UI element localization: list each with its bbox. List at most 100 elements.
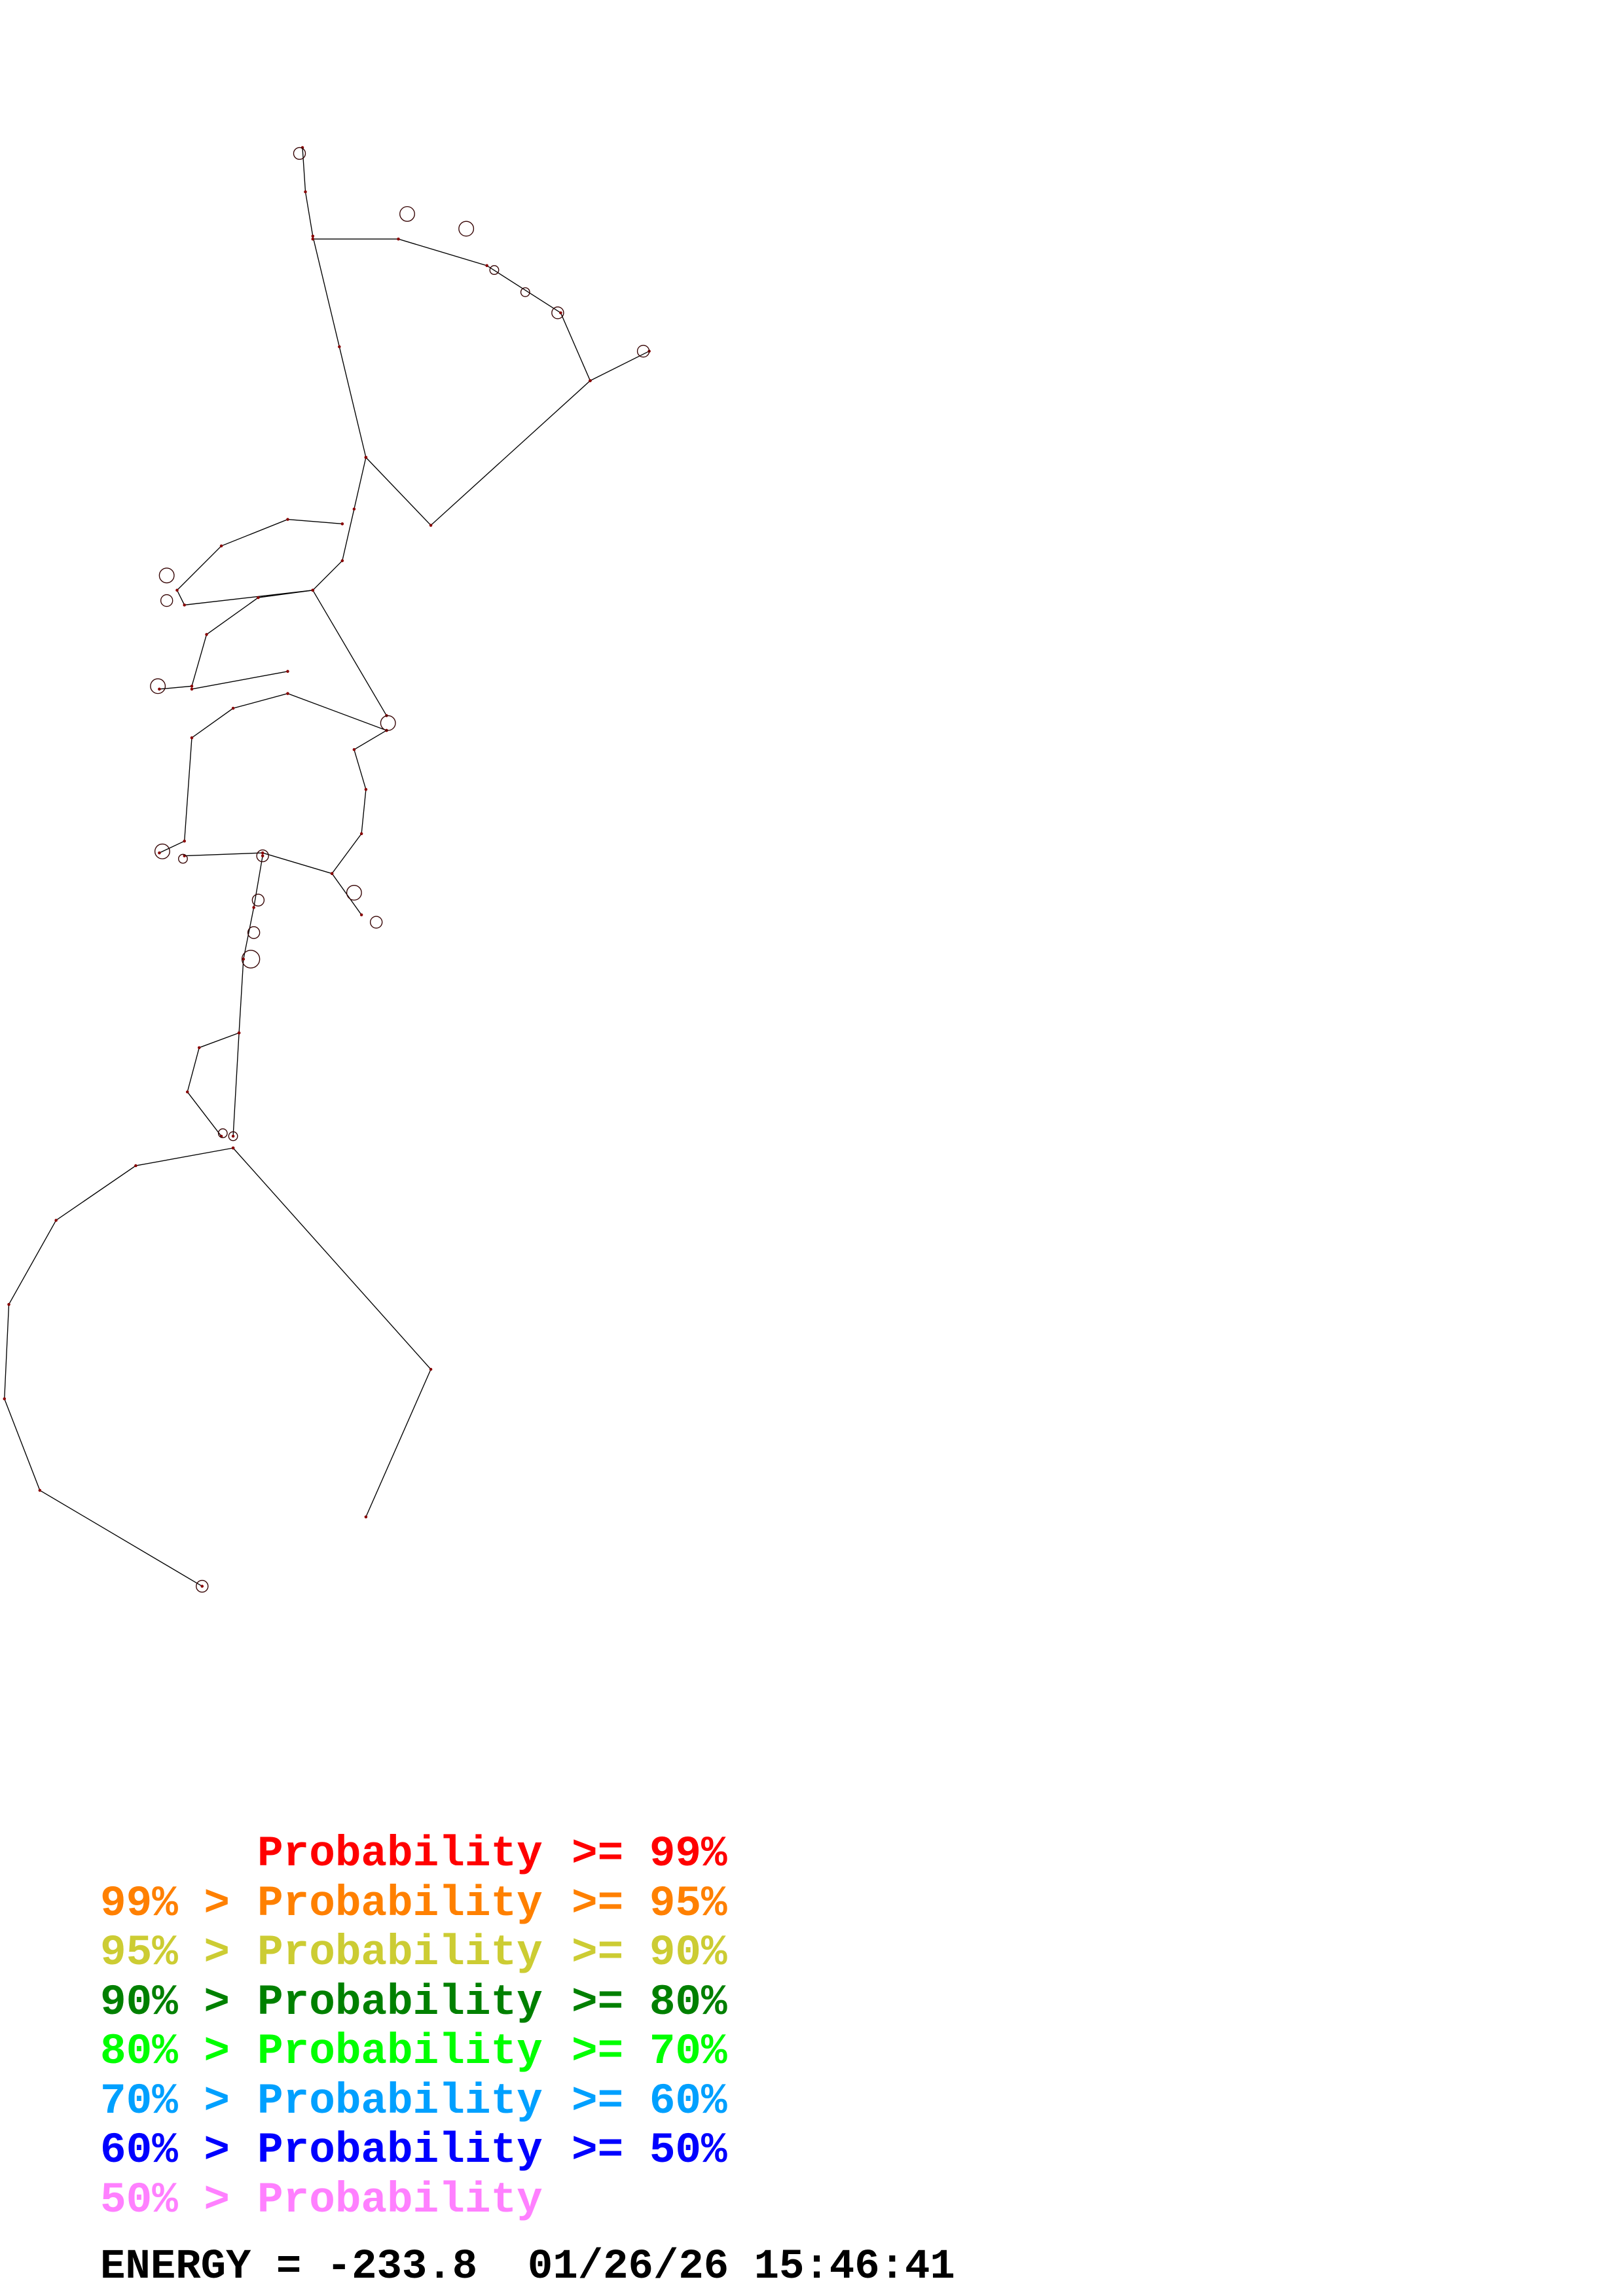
legend-row: 95% > Probability >= 90% [100,1931,727,1975]
nucleotide [175,588,179,592]
nucleotide [3,1397,7,1401]
nucleotide [338,345,341,349]
legend-prefix: 80% > [100,2027,230,2076]
nucleotide [190,685,194,688]
legend-suffix: >= 50% [572,2126,727,2175]
hairpin-loop [241,950,261,969]
legend-prefix: 90% > [100,1978,230,2027]
nucleotide [190,736,194,740]
nucleotide [190,687,194,691]
hairpin-loop [228,1131,238,1141]
legend-row: 80% > Probability >= 70% [100,2030,727,2073]
backbone-segment [312,457,367,591]
backbone-segment [365,380,591,526]
legend-suffix: >= 90% [572,1928,727,1977]
hairpin-loop [369,916,383,929]
nucleotide [364,1515,368,1518]
legend-row: 90% > Probability >= 80% [100,1981,727,2024]
legend-prefix: 60% > [100,2126,230,2175]
timestamp: 01/26/26 15:46:41 [527,2244,955,2291]
legend-label: Probability [257,1879,543,1928]
nucleotide [231,1146,235,1150]
legend-suffix: >= 70% [572,2027,727,2076]
nucleotide [257,596,260,600]
nucleotide [183,603,186,607]
backbone-segment [312,590,388,716]
legend-suffix: >= 99% [572,1829,727,1878]
legend-label: Probability [257,1928,543,1977]
hairpin-loop [256,849,269,863]
nucleotide [205,633,208,636]
backbone-segment [184,730,387,874]
hairpin-loop [178,853,188,864]
hairpin-loop [551,306,564,319]
hairpin-loop [489,265,500,276]
nucleotide [219,544,223,548]
nucleotide [7,1302,10,1306]
hairpin-loop [636,344,650,358]
nucleotide [38,1488,42,1492]
backbone-segment [312,238,591,381]
nucleotide [242,958,246,961]
nucleotide [134,1164,137,1168]
nucleotide [429,1367,433,1371]
legend-label: Probability [257,2077,543,2126]
backbone-segment [176,518,342,606]
legend-row: 60% > Probability >= 50% [100,2129,727,2172]
nucleotide [311,237,315,241]
energy-footer: ENERGY = -233.8 01/26/26 15:46:41 [100,2244,955,2291]
nucleotide [311,234,315,238]
nucleotide [252,906,255,909]
nucleotide [352,507,356,511]
legend-label: Probability [257,1829,543,1878]
nucleotide [261,851,264,855]
hairpin-loop [380,715,396,731]
nucleotide [231,706,235,710]
nucleotide [359,832,363,836]
hairpin-loop [247,926,261,939]
nucleotide [158,687,161,691]
nucleotide [340,522,344,526]
nucleotide [429,524,433,527]
legend-prefix: 50% > [100,2176,230,2225]
hairpin-loop [520,287,530,297]
nucleotide [559,311,562,315]
legend-prefix: 99% > [100,1879,230,1928]
nucleotide [340,559,344,562]
legend-label: Probability [257,2027,543,2076]
nucleotide [359,913,363,917]
legend-prefix: 70% > [100,2077,230,2126]
nucleotide [158,851,161,855]
nucleotide [364,787,368,791]
nucleotide [304,190,307,194]
energy-value: ENERGY = -233.8 [100,2244,478,2291]
hairpin-loop [160,594,173,607]
nucleotide [485,264,488,268]
nucleotide [185,1090,189,1094]
legend-prefix: 95% > [100,1928,230,1977]
legend-suffix: >= 60% [572,2077,727,2126]
backbone-segment [232,1147,431,1517]
legend-row: 70% > Probability >= 60% [100,2080,727,2123]
hairpin-loop [251,893,265,906]
nucleotide [197,1046,201,1049]
hairpin-loop [150,678,166,694]
backbone-segment [590,350,649,382]
legend-row: 50% > Probability [100,2179,572,2222]
hairpin-loop [346,885,362,901]
nucleotide [397,237,400,241]
nucleotide [286,692,289,695]
hairpin-loop [158,567,175,584]
hairpin-loop [154,843,170,859]
nucleotide [237,1031,241,1035]
legend-row: 99% > Probability >= 95% [100,1882,727,1926]
backbone-segment [232,855,263,1137]
legend-suffix: >= 95% [572,1879,727,1928]
nucleotide [54,1219,58,1222]
hairpin-loop [293,147,306,160]
nucleotide [286,518,289,521]
backbone-segment [191,671,288,690]
nucleotide [364,456,368,459]
